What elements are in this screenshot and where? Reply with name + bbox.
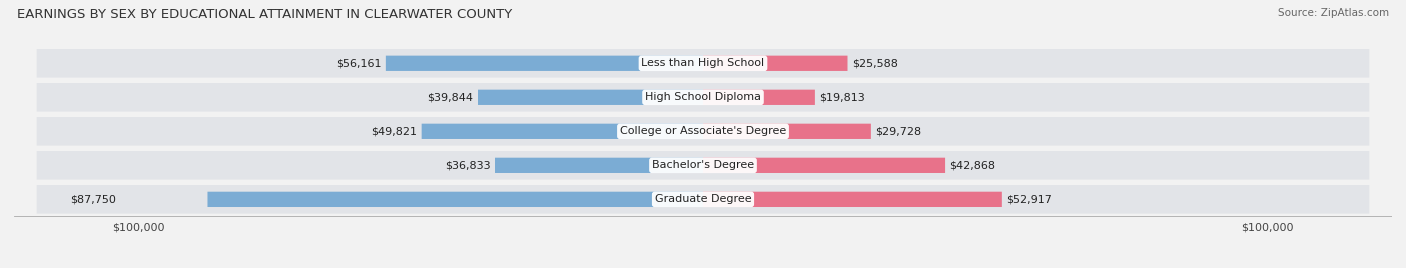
Text: Source: ZipAtlas.com: Source: ZipAtlas.com — [1278, 8, 1389, 18]
FancyBboxPatch shape — [703, 56, 848, 71]
Text: $87,750: $87,750 — [70, 194, 117, 204]
FancyBboxPatch shape — [422, 124, 703, 139]
Text: $36,833: $36,833 — [444, 160, 491, 170]
FancyBboxPatch shape — [703, 124, 870, 139]
FancyBboxPatch shape — [703, 90, 815, 105]
Text: Bachelor's Degree: Bachelor's Degree — [652, 160, 754, 170]
Text: $29,728: $29,728 — [876, 126, 921, 136]
FancyBboxPatch shape — [703, 158, 945, 173]
Text: High School Diploma: High School Diploma — [645, 92, 761, 102]
FancyBboxPatch shape — [478, 90, 703, 105]
FancyBboxPatch shape — [37, 151, 1369, 180]
FancyBboxPatch shape — [37, 83, 1369, 111]
FancyBboxPatch shape — [495, 158, 703, 173]
Text: $56,161: $56,161 — [336, 58, 381, 68]
Text: $39,844: $39,844 — [427, 92, 474, 102]
Text: EARNINGS BY SEX BY EDUCATIONAL ATTAINMENT IN CLEARWATER COUNTY: EARNINGS BY SEX BY EDUCATIONAL ATTAINMEN… — [17, 8, 512, 21]
Text: $25,588: $25,588 — [852, 58, 898, 68]
FancyBboxPatch shape — [37, 185, 1369, 214]
FancyBboxPatch shape — [385, 56, 703, 71]
Text: Graduate Degree: Graduate Degree — [655, 194, 751, 204]
Text: $42,868: $42,868 — [949, 160, 995, 170]
FancyBboxPatch shape — [208, 192, 703, 207]
Text: $49,821: $49,821 — [371, 126, 418, 136]
FancyBboxPatch shape — [703, 192, 1002, 207]
Text: $52,917: $52,917 — [1007, 194, 1052, 204]
Text: Less than High School: Less than High School — [641, 58, 765, 68]
FancyBboxPatch shape — [37, 49, 1369, 77]
Text: College or Associate's Degree: College or Associate's Degree — [620, 126, 786, 136]
FancyBboxPatch shape — [37, 117, 1369, 146]
Text: $19,813: $19,813 — [820, 92, 865, 102]
